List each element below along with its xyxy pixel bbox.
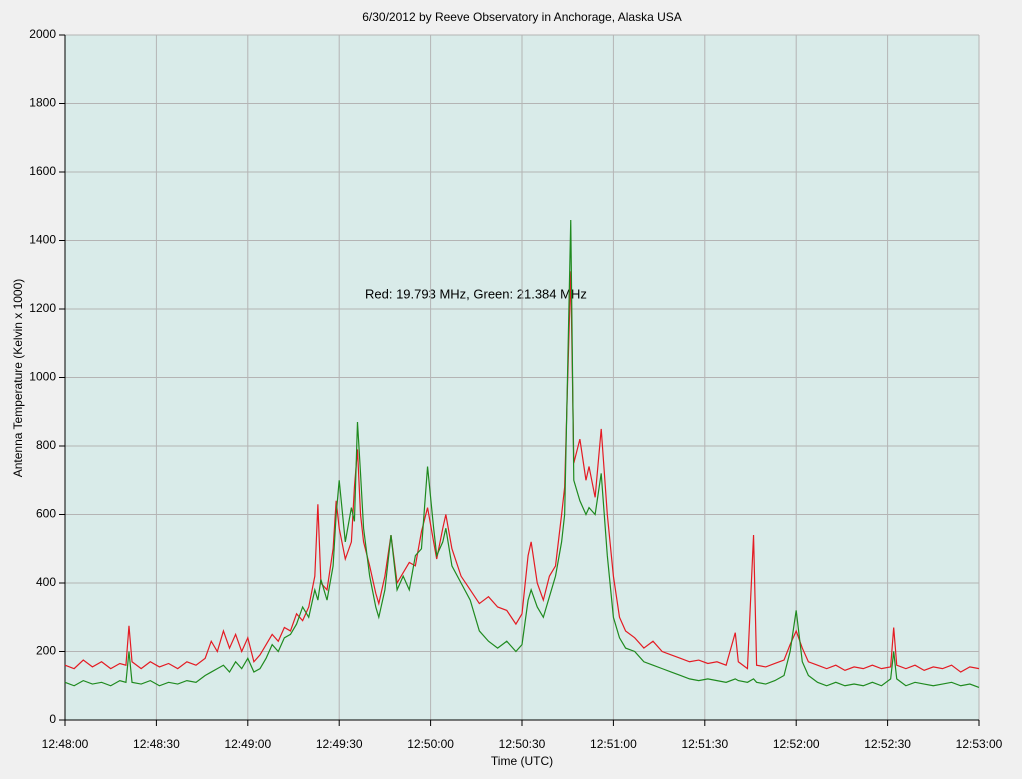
y-tick-label: 400 xyxy=(36,575,56,589)
chart-title: 6/30/2012 by Reeve Observatory in Anchor… xyxy=(362,10,682,24)
x-tick-label: 12:52:00 xyxy=(773,737,820,751)
y-tick-label: 1800 xyxy=(29,96,56,110)
x-tick-label: 12:50:30 xyxy=(499,737,546,751)
x-tick-label: 12:48:00 xyxy=(42,737,89,751)
y-tick-label: 1600 xyxy=(29,164,56,178)
y-tick-label: 200 xyxy=(36,644,56,658)
x-tick-label: 12:51:30 xyxy=(681,737,728,751)
y-tick-label: 800 xyxy=(36,438,56,452)
y-axis-label: Antenna Temperature (Kelvin x 1000) xyxy=(11,279,25,478)
y-tick-label: 1200 xyxy=(29,301,56,315)
annotation: Red: 19.793 MHz, Green: 21.384 MHz xyxy=(365,286,587,301)
y-tick-label: 0 xyxy=(49,712,56,726)
y-tick-label: 1000 xyxy=(29,370,56,384)
x-tick-label: 12:53:00 xyxy=(956,737,1003,751)
x-tick-label: 12:51:00 xyxy=(590,737,637,751)
x-tick-label: 12:49:00 xyxy=(224,737,271,751)
y-tick-label: 2000 xyxy=(29,27,56,41)
y-tick-label: 1400 xyxy=(29,233,56,247)
data-line xyxy=(64,219,980,689)
x-tick-label: 12:48:30 xyxy=(133,737,180,751)
x-tick-label: 12:50:00 xyxy=(407,737,454,751)
data-line xyxy=(64,271,980,673)
x-tick-label: 12:52:30 xyxy=(864,737,911,751)
y-tick-label: 600 xyxy=(36,507,56,521)
x-tick-label: 12:49:30 xyxy=(316,737,363,751)
x-axis-label: Time (UTC) xyxy=(491,754,553,768)
